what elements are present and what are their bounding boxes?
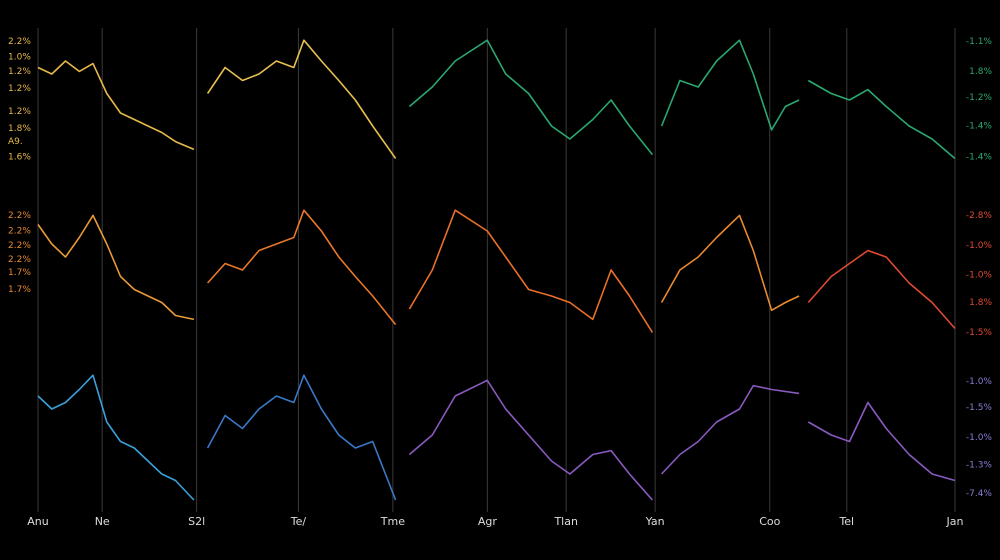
y2-tick-label: -1.4% (966, 153, 993, 163)
series-line (206, 39, 397, 159)
y2-tick-label: -2.8% (966, 211, 993, 221)
y2-tick-label: -1.5% (966, 328, 993, 338)
y-tick-label: 1.7% (8, 268, 31, 278)
x-tick-label: S2l (188, 515, 205, 528)
series-line (207, 209, 397, 326)
y2-tick-label: -1.0% (966, 433, 993, 443)
x-tick-label: Anu (27, 515, 48, 528)
y2-tick-label: -1.1% (966, 37, 993, 47)
y-tick-label: 2.2% (8, 255, 31, 265)
series-line (661, 384, 800, 475)
x-tick-label: Tme (380, 515, 405, 528)
y-tick-label: 1.7% (8, 285, 31, 295)
series-line (807, 249, 956, 330)
y2-tick-label: 1.8% (969, 298, 992, 308)
y2-tick-label: 1.8% (969, 67, 992, 77)
series-line (37, 214, 195, 321)
series-line (807, 79, 956, 160)
series-line (408, 209, 654, 333)
x-tick-label: Tlan (553, 515, 578, 528)
x-tick-label: Agr (478, 515, 498, 528)
series-line (408, 379, 654, 501)
series-line (408, 39, 654, 156)
series-line (37, 60, 195, 151)
y2-tick-label: -1.2% (966, 93, 993, 103)
y-tick-label: 2.2% (8, 211, 31, 221)
y-tick-label: 1.2% (8, 84, 31, 94)
y-tick-label: 1.0% (8, 53, 31, 63)
y-tick-label: 1.2% (8, 107, 31, 117)
series-line (807, 401, 956, 482)
y-tick-label: A9. (8, 137, 23, 147)
x-tick-label: Te/ (290, 515, 307, 528)
y-tick-label: 2.2% (8, 227, 31, 237)
y2-tick-label: -1.0% (966, 377, 993, 387)
y-tick-label: 2.2% (8, 37, 31, 47)
y2-tick-label: -1.5% (966, 403, 993, 413)
y2-tick-label: -1.3% (966, 460, 993, 470)
x-tick-label: Tel (838, 515, 854, 528)
series-line (206, 374, 397, 501)
y-tick-label: 2.2% (8, 241, 31, 251)
y-tick-label: 1.8% (8, 124, 31, 134)
y-tick-label: 1.2% (8, 67, 31, 77)
y2-tick-label: -1.0% (966, 271, 993, 281)
x-tick-label: Yan (645, 515, 665, 528)
x-tick-label: Jan (946, 515, 964, 528)
x-tick-label: Ne (95, 515, 110, 528)
y2-tick-label: -7.4% (966, 489, 993, 499)
y2-tick-label: -1.4% (966, 122, 993, 132)
series-line (660, 39, 800, 131)
y-tick-label: 1.6% (8, 153, 31, 163)
x-tick-label: Coo (759, 515, 780, 528)
series-line (660, 214, 800, 312)
series-line (37, 374, 195, 501)
y2-tick-label: -1.0% (966, 241, 993, 251)
